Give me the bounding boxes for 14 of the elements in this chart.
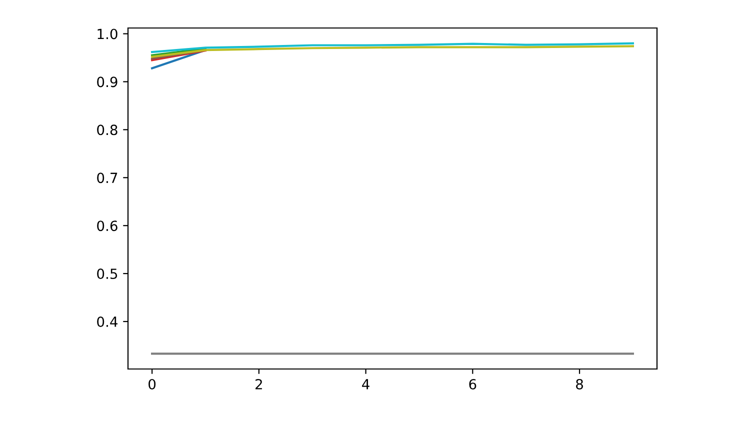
line-series bbox=[151, 42, 634, 54]
y-tick-label: 0.9 bbox=[97, 76, 118, 88]
y-tick-label: 0.8 bbox=[97, 124, 118, 136]
y-tick-label: 0.4 bbox=[97, 316, 118, 327]
x-tick-label: 0 bbox=[148, 378, 156, 390]
x-tick-label: 4 bbox=[362, 379, 370, 390]
y-tick-label: 0.5 bbox=[97, 268, 118, 280]
y-tick-label: 0.7 bbox=[97, 172, 118, 184]
y-tick-label: 0.6 bbox=[97, 220, 118, 232]
x-tick-label: 8 bbox=[576, 378, 583, 390]
y-tick-label: 1.0 bbox=[98, 28, 118, 40]
line-series bbox=[151, 45, 634, 58]
x-tick-label: 6 bbox=[469, 378, 476, 390]
x-tick-label: 2 bbox=[256, 378, 262, 390]
